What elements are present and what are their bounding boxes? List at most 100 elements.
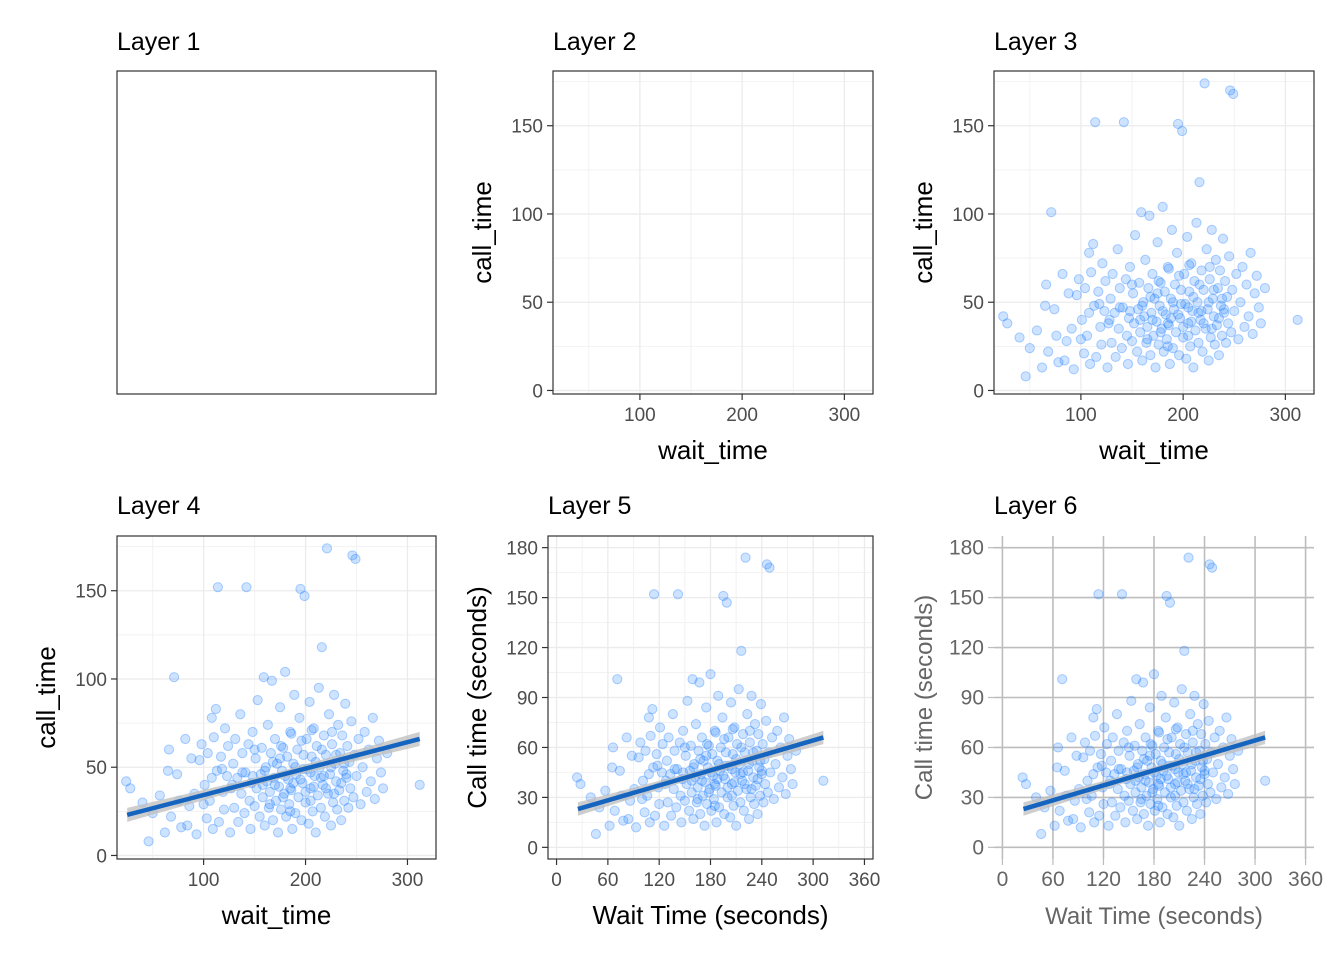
data-point — [1201, 244, 1212, 255]
data-point — [1228, 763, 1239, 775]
data-point — [717, 712, 728, 723]
data-point — [1161, 334, 1172, 345]
data-point — [215, 751, 227, 762]
data-point — [1196, 729, 1207, 740]
data-point — [651, 749, 662, 760]
panel-p3: Layer 3 100 200 300 0 50 100 150 wait_time call_t… — [908, 28, 1315, 465]
data-point — [712, 773, 723, 785]
data-point — [1183, 552, 1194, 563]
data-point — [245, 823, 256, 835]
data-point — [1083, 247, 1095, 258]
data-point — [1193, 780, 1204, 791]
data-point — [773, 782, 785, 793]
data-point — [713, 802, 725, 813]
data-point — [1173, 350, 1185, 361]
data-point — [286, 728, 297, 739]
data-point — [752, 808, 763, 820]
data-point — [701, 750, 712, 761]
data-point — [1185, 341, 1196, 352]
data-point — [1169, 279, 1181, 290]
data-point — [1100, 767, 1112, 778]
data-point — [1171, 247, 1183, 258]
data-point — [1081, 330, 1093, 341]
data-point — [1117, 302, 1128, 313]
data-point — [351, 770, 362, 782]
data-point — [1178, 768, 1189, 780]
data-point — [737, 775, 748, 786]
data-point — [1130, 787, 1141, 798]
data-point — [1187, 725, 1198, 736]
data-point — [324, 769, 336, 780]
y-tick-label: 90 — [517, 689, 538, 710]
data-point — [212, 582, 223, 593]
data-point — [1078, 752, 1089, 763]
data-point — [1162, 261, 1173, 273]
y-tick-label: 30 — [517, 788, 538, 809]
data-point — [708, 793, 720, 805]
data-point — [222, 740, 234, 752]
data-point — [743, 765, 754, 776]
data-point — [1129, 740, 1140, 751]
data-point — [1174, 820, 1185, 831]
data-point — [1171, 800, 1182, 811]
data-point — [316, 744, 327, 755]
data-point — [280, 666, 291, 678]
data-point — [259, 820, 270, 831]
data-point — [297, 778, 308, 789]
data-point — [1154, 300, 1165, 311]
data-point — [1135, 314, 1146, 325]
data-point — [1127, 805, 1139, 816]
data-point — [740, 552, 751, 563]
data-point — [1115, 802, 1126, 813]
data-point — [1142, 334, 1153, 345]
data-point — [1189, 783, 1200, 795]
data-point — [1051, 330, 1062, 341]
data-point — [1205, 332, 1216, 343]
data-point — [1255, 318, 1266, 329]
data-point — [348, 792, 359, 803]
data-point — [250, 753, 261, 764]
data-point — [736, 742, 747, 753]
data-point — [1228, 88, 1239, 100]
data-point — [1153, 339, 1164, 350]
data-point — [1259, 282, 1271, 294]
data-point — [722, 782, 733, 793]
data-point — [1170, 724, 1181, 735]
data-point — [1107, 732, 1118, 743]
data-point — [1148, 669, 1160, 680]
y-tick-label: 100 — [952, 205, 984, 226]
data-point — [1153, 727, 1165, 738]
data-point — [1198, 284, 1209, 295]
data-point — [1136, 782, 1147, 793]
data-point — [334, 785, 345, 796]
data-point — [221, 770, 233, 782]
data-point — [321, 543, 333, 554]
data-point — [715, 742, 726, 753]
data-point — [347, 550, 358, 561]
data-point — [687, 674, 698, 685]
data-point — [235, 709, 246, 720]
data-point — [1218, 307, 1230, 318]
data-point — [1143, 777, 1155, 788]
data-point — [328, 689, 340, 700]
data-point — [709, 800, 720, 811]
regression-line — [126, 736, 421, 818]
data-point — [1144, 702, 1155, 713]
data-point — [754, 762, 765, 773]
data-point — [1134, 719, 1145, 730]
data-point — [165, 811, 177, 822]
x-tick-label: 100 — [624, 405, 656, 426]
data-point — [285, 726, 296, 738]
data-point — [264, 786, 275, 798]
data-point — [686, 787, 697, 798]
data-point — [1092, 762, 1103, 773]
data-point — [1170, 327, 1182, 338]
data-point — [1200, 323, 1211, 334]
data-point — [1020, 778, 1032, 790]
data-point — [696, 775, 708, 786]
data-point — [1167, 343, 1179, 354]
data-point — [1204, 261, 1215, 273]
data-point — [318, 730, 329, 741]
data-point — [298, 749, 309, 760]
data-point — [703, 740, 714, 751]
